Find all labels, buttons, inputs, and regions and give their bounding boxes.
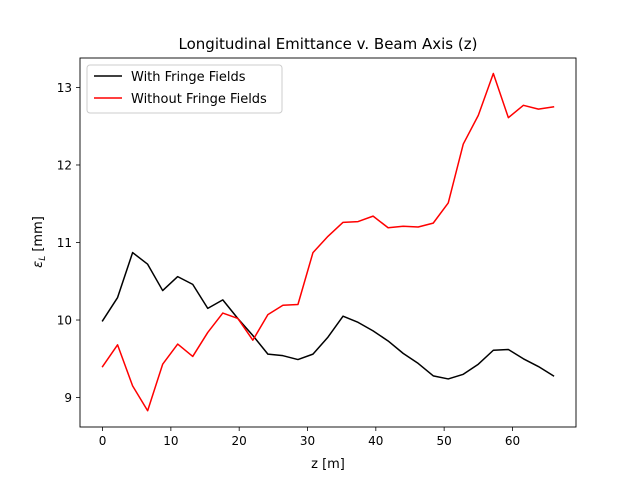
y-tick-label: 10 — [57, 314, 72, 328]
y-tick-label: 9 — [64, 391, 72, 405]
legend-label-with-fringe: With Fringe Fields — [131, 70, 246, 85]
chart-title: Longitudinal Emittance v. Beam Axis (z) — [179, 35, 478, 53]
x-tick-label: 60 — [505, 434, 520, 448]
legend-label-without-fringe: Without Fringe Fields — [131, 92, 267, 107]
x-tick-label: 20 — [232, 434, 247, 448]
x-tick-label: 50 — [437, 434, 452, 448]
y-tick-label: 11 — [57, 236, 72, 250]
x-tick-label: 0 — [99, 434, 107, 448]
y-axis-label-symbol: ε — [31, 261, 46, 268]
y-tick-label: 12 — [57, 158, 72, 172]
y-axis-label-unit: [mm] — [31, 216, 46, 256]
x-tick-label: 10 — [163, 434, 178, 448]
y-tick-label: 13 — [57, 81, 72, 95]
x-tick-label: 30 — [300, 434, 315, 448]
x-axis-label: z [m] — [311, 457, 345, 472]
x-tick-label: 40 — [368, 434, 383, 448]
legend: With Fringe Fields Without Fringe Fields — [87, 65, 282, 113]
